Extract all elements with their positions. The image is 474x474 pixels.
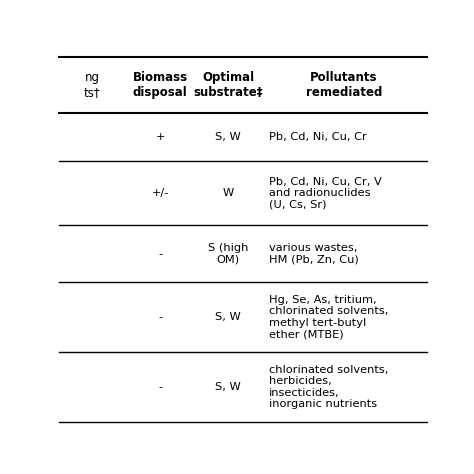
Text: Biomass
disposal: Biomass disposal <box>133 71 188 99</box>
Text: chlorinated solvents,
herbicides,
insecticides,
inorganic nutrients: chlorinated solvents, herbicides, insect… <box>269 365 388 410</box>
Text: ng
ts†: ng ts† <box>84 71 100 99</box>
Text: -: - <box>158 312 162 322</box>
Text: S (high
OM): S (high OM) <box>208 243 248 264</box>
Text: S, W: S, W <box>215 382 241 392</box>
Text: Hg, Se, As, tritium,
chlorinated solvents,
methyl tert-butyl
ether (MTBE): Hg, Se, As, tritium, chlorinated solvent… <box>269 295 388 340</box>
Text: S, W: S, W <box>215 312 241 322</box>
Text: +: + <box>155 132 165 142</box>
Text: Pb, Cd, Ni, Cu, Cr: Pb, Cd, Ni, Cu, Cr <box>269 132 366 142</box>
Text: Optimal
substrate‡: Optimal substrate‡ <box>193 71 263 99</box>
Text: +/-: +/- <box>152 188 169 198</box>
Text: Pollutants
remediated: Pollutants remediated <box>306 71 382 99</box>
Text: various wastes,
HM (Pb, Zn, Cu): various wastes, HM (Pb, Zn, Cu) <box>269 243 358 264</box>
Text: -: - <box>158 249 162 259</box>
Text: Pb, Cd, Ni, Cu, Cr, V
and radionuclides
(U, Cs, Sr): Pb, Cd, Ni, Cu, Cr, V and radionuclides … <box>269 177 382 210</box>
Text: W: W <box>223 188 234 198</box>
Text: S, W: S, W <box>215 132 241 142</box>
Text: -: - <box>158 382 162 392</box>
